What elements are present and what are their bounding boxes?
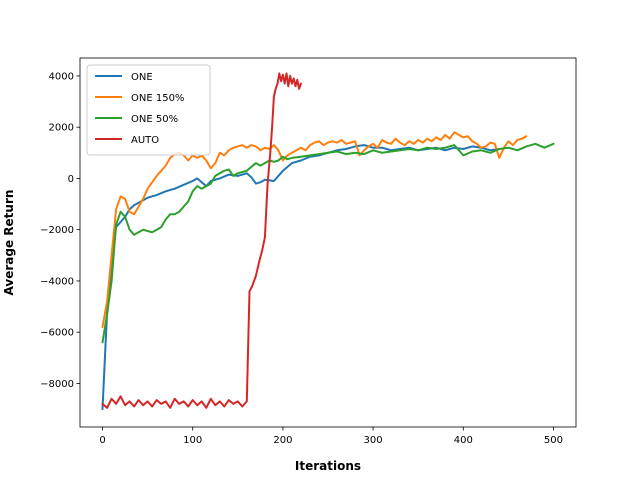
legend-box	[86, 64, 211, 156]
legend-label: ONE 150%	[131, 93, 184, 104]
plot-frame	[79, 57, 577, 428]
x-tick-label: 100	[183, 435, 202, 446]
x-axis-ticks: 0 100 200 300 400 500	[99, 427, 563, 446]
legend-label: AUTO	[131, 135, 159, 146]
x-axis-title: Iterations	[295, 459, 361, 473]
y-tick-label: −2000	[40, 225, 74, 236]
x-tick-label: 400	[454, 435, 473, 446]
y-tick-label: 4000	[49, 71, 74, 82]
legend-label: ONE 50%	[131, 114, 178, 125]
y-axis-ticks: −8000 −6000 −4000 −2000 0 2000 4000	[40, 71, 80, 390]
legend: ONE ONE 150% ONE 50% AUTO	[86, 64, 211, 156]
y-tick-label: −6000	[40, 328, 74, 339]
y-tick-label: −8000	[40, 379, 74, 390]
y-tick-label: 2000	[49, 123, 74, 134]
x-tick-label: 300	[364, 435, 383, 446]
x-tick-label: 0	[99, 435, 105, 446]
x-tick-label: 200	[273, 435, 292, 446]
x-tick-label: 500	[544, 435, 563, 446]
y-tick-label: 0	[68, 174, 74, 185]
series-line-auto	[101, 72, 302, 409]
series-layer	[101, 72, 555, 411]
series-line-one-50	[101, 142, 555, 344]
y-axis-title: Average Return	[2, 190, 16, 296]
y-tick-label: −4000	[40, 276, 74, 287]
legend-label: ONE	[131, 72, 153, 83]
